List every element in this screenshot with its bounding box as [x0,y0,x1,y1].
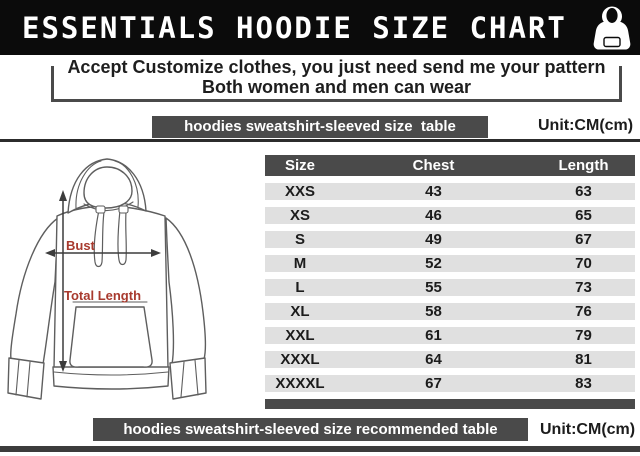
notice-box: Accept Customize clothes, you just need … [51,57,622,102]
hoodie-icon [593,6,631,50]
bust-label: Bust [66,238,96,253]
table-row: XL 58 76 [265,303,635,320]
recommended-table-title-bar: hoodies sweatshirt-sleeved size recommen… [93,418,528,441]
size-table-body: XXS 43 63 XS 46 65 S 49 67 M 52 70 L 55 … [265,183,635,392]
hoodie-drawstring-right [117,209,127,266]
bottom-divider-rule [0,446,640,452]
cell-length: 81 [575,351,592,368]
hoodie-right-sleeve [165,217,207,365]
cell-chest: 61 [425,327,442,344]
cell-length: 76 [575,303,592,320]
table-row: XXS 43 63 [265,183,635,200]
cell-size: M [293,255,307,272]
column-header-size: Size [284,157,315,174]
size-table-title-bar: hoodies sweatshirt-sleeved size table [152,116,488,138]
cell-size: L [295,279,305,296]
table-row: L 55 73 [265,279,635,296]
hoodie-measurement-diagram: Bust Total Length [7,158,207,400]
cell-size: S [294,231,305,248]
table-row: XXXL 64 81 [265,351,635,368]
cell-length: 63 [575,183,592,200]
cell-chest: 58 [425,303,442,320]
table-row: S 49 67 [265,231,635,248]
notice-text: Accept Customize clothes, you just need … [54,57,619,97]
cell-length: 83 [575,375,592,392]
cell-chest: 46 [425,207,442,224]
size-table: Size Chest Length XXS 43 63 XS 46 65 S 4… [265,155,635,409]
hoodie-hood-opening [83,166,133,209]
cell-length: 73 [575,279,592,296]
cell-size: XS [289,207,310,224]
cell-size: XXXXL [275,375,325,392]
cell-chest: 43 [425,183,442,200]
hoodie-hem [52,366,170,390]
column-header-length: Length [558,157,609,174]
table-row: XXL 61 79 [265,327,635,344]
notice-line-1: Accept Customize clothes, you just need … [67,57,606,77]
cell-length: 79 [575,327,592,344]
cell-size: XXXL [280,351,320,368]
table-row: M 52 70 [265,255,635,272]
cell-size: XL [290,303,310,320]
notice-line-2: Both women and men can wear [201,77,472,97]
cell-size: XXS [284,183,315,200]
unit-label-bottom: Unit:CM(cm) [540,421,636,438]
column-header-chest: Chest [412,157,455,174]
cell-size: XXL [285,327,315,344]
cell-chest: 52 [425,255,442,272]
table-row: XXXXL 67 83 [265,375,635,392]
cell-chest: 67 [425,375,442,392]
header-bar: ESSENTIALS HOODIE SIZE CHART [0,0,640,55]
page-title: ESSENTIALS HOODIE SIZE CHART [22,11,567,45]
cell-chest: 55 [425,279,442,296]
hoodie-pocket [69,306,153,368]
table-row: XS 46 65 [265,207,635,224]
table-footer-bar [265,399,635,409]
total-length-label: Total Length [64,288,141,303]
unit-label-top: Unit:CM(cm) [538,117,634,134]
cell-length: 65 [575,207,592,224]
hoodie-left-sleeve [10,217,59,365]
measurement-arrows [45,190,161,372]
size-table-header-row: Size Chest Length [265,155,635,176]
cell-length: 67 [575,231,592,248]
hoodie-right-cuff [169,357,207,400]
cell-chest: 49 [425,231,442,248]
top-divider-rule [0,139,640,142]
cell-chest: 64 [425,351,442,368]
hoodie-left-cuff [7,357,45,400]
cell-length: 70 [575,255,592,272]
